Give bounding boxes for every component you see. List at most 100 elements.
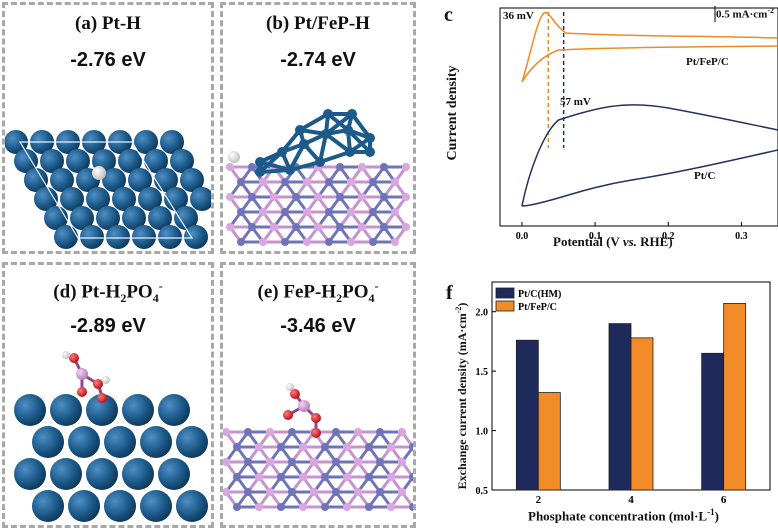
fe-atom [325,208,333,216]
hydrogen-atom [92,166,106,180]
fe-atom [376,458,384,466]
fe-atom [277,503,285,511]
p-atom [402,223,410,231]
pt-atom [50,394,82,426]
pt-atom [60,187,84,211]
fe-atom [409,473,413,481]
p-atom [259,238,267,246]
fe-atom [281,208,289,216]
pt-atom [118,149,142,173]
fe-atom [281,238,289,246]
fe-atom [336,163,344,171]
p-atom [343,473,351,481]
panel-a-title: (a) Pt-H [75,13,141,34]
bar-Pt/FeP/C-6 [723,302,747,491]
pt-atom [86,458,118,490]
fe-atom [233,473,241,481]
p-atom [402,163,410,171]
p-atom [223,428,230,436]
pt-atom [174,206,198,230]
pt-atom [104,426,136,458]
chart-f-xtick-label: 2 [536,494,542,506]
pt-atom [50,168,74,192]
pt-atom [14,394,46,426]
p-atom [270,223,278,231]
p-atom [303,178,311,186]
chart-f-ytick-label: 1.5 [476,367,489,378]
p-atom [398,458,406,466]
pt-atom [315,157,325,167]
pt-atom [190,187,211,211]
fe-atom [369,178,377,186]
legend-swatch [495,300,515,312]
p-atom [266,488,274,496]
fe-atom [292,223,300,231]
chart-c-annotation-36mv: 36 mV [503,10,534,22]
pt-atom [144,149,168,173]
p-atom [398,428,406,436]
pt-atom [66,149,90,173]
pt-atom [86,394,118,426]
pt-atom [160,130,184,154]
fe-atom [376,488,384,496]
fe-atom [248,193,256,201]
p-atom [299,503,307,511]
pt-atom [176,426,208,458]
h2po4-molecule [62,351,110,403]
chart-c-xtick-label: 0.2 [662,231,675,242]
p-atom [402,193,410,201]
pt-atom [40,149,64,173]
chart-f-xtick-label: 4 [628,494,634,506]
pt-atom [148,206,172,230]
pt-atom [285,165,295,175]
p-atom [255,473,263,481]
pt-atom [255,157,265,167]
fe-atom [380,193,388,201]
fe-atom [336,193,344,201]
pt-atom [170,149,194,173]
fe-atom [321,473,329,481]
p-atom [314,223,322,231]
p-atom [223,488,230,496]
pt-atom [32,426,64,458]
p-atom [358,163,366,171]
fe-atom [332,428,340,436]
fe-atom [380,163,388,171]
panel-e-title: (e) FeP-H2PO4- [257,279,379,306]
pt-atom [96,206,120,230]
pt-atom [102,168,126,192]
fe-atom [277,443,285,451]
p-atom [259,208,267,216]
pt-atom [176,490,208,522]
pt-atom [343,125,353,135]
pt-atom [365,147,375,157]
fe-atom [365,473,373,481]
fe-atom [244,428,252,436]
p-atom [255,503,263,511]
fe-atom [332,458,340,466]
pt-atom [299,139,309,149]
chart-c-frame [499,7,778,227]
pt-atom [347,109,357,119]
panel-b-energy: -2.74 eV [280,49,356,71]
fe-atom [369,238,377,246]
p-atom [299,443,307,451]
p-atom [226,163,234,171]
pt-atom [180,168,204,192]
pt-atom [32,490,64,522]
pt-atom [68,490,100,522]
p-atom [387,503,395,511]
p-atom [310,458,318,466]
unit-cell-outline [18,141,194,239]
fe-atom [380,223,388,231]
pt-atom [68,426,100,458]
pt-atom [164,187,188,211]
panel-d-energy: -2.89 eV [70,315,146,337]
fe-atom [376,428,384,436]
fe-atom [325,238,333,246]
pt-atom [14,149,38,173]
pt-atom [70,206,94,230]
chart-c-curve-pt-c [521,104,778,207]
p-atom [266,428,274,436]
fe-atom [292,193,300,201]
